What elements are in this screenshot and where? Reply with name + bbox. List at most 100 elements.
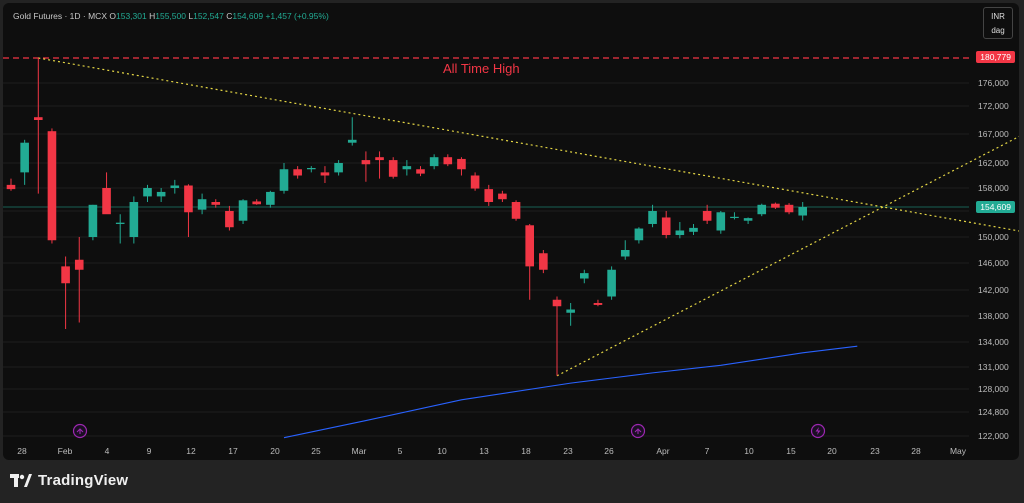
chart-panel[interactable]: 122,000 124,800 128,000 131,000 134,000 138,0… <box>3 3 1019 460</box>
x-axis-label: 12 <box>186 446 196 456</box>
y-axis-label: 131,000 <box>978 362 1009 372</box>
brand-name: TradingView <box>38 472 129 489</box>
x-axis-label: 18 <box>521 446 531 456</box>
candle-body[interactable] <box>552 299 562 307</box>
candle-body[interactable] <box>566 309 575 313</box>
y-axis-label: 124,800 <box>978 407 1009 417</box>
candle-body[interactable] <box>484 189 494 203</box>
candle-body[interactable] <box>225 210 234 228</box>
split-arrow-icon[interactable] <box>72 423 88 439</box>
candle-body[interactable] <box>129 202 139 237</box>
candle-body[interactable] <box>607 269 616 297</box>
candle-body[interactable] <box>784 204 794 213</box>
x-axis-label: Feb <box>58 446 73 456</box>
x-axis-label: 13 <box>479 446 489 456</box>
x-axis-label: 10 <box>437 446 447 456</box>
x-axis-label: 28 <box>911 446 921 456</box>
candle-body[interactable] <box>743 218 753 221</box>
y-axis-label: 138,000 <box>978 311 1009 321</box>
symbol-legend: Gold Futures · 1D · MCX O153,301 H155,50… <box>13 11 329 21</box>
candle-body[interactable] <box>334 163 343 173</box>
candle-body[interactable] <box>757 204 767 215</box>
price-chart[interactable]: 122,000 124,800 128,000 131,000 134,000 138,0… <box>3 3 1019 460</box>
candle-body[interactable] <box>197 199 207 210</box>
candle-body[interactable] <box>20 142 29 173</box>
tradingview-logo[interactable]: TradingView <box>10 472 128 489</box>
candle-body[interactable] <box>498 193 507 200</box>
candle-body[interactable] <box>771 203 780 208</box>
candle-body[interactable] <box>730 216 739 219</box>
candle-body[interactable] <box>457 158 466 170</box>
x-axis-label: 26 <box>604 446 614 456</box>
candle-body[interactable] <box>47 131 57 241</box>
candle-body[interactable] <box>252 201 261 205</box>
candle-body[interactable] <box>634 228 644 241</box>
candle-body[interactable] <box>211 202 221 205</box>
close-value: 154,609 <box>232 11 264 21</box>
candle-body[interactable] <box>6 184 16 190</box>
candle-body[interactable] <box>593 303 603 305</box>
candle-body[interactable] <box>702 210 712 221</box>
candle-body[interactable] <box>61 266 70 284</box>
candle-body[interactable] <box>580 273 589 279</box>
candle-body[interactable] <box>388 160 398 177</box>
y-axis-label: 142,000 <box>978 285 1009 295</box>
candle-body[interactable] <box>170 185 180 189</box>
candle-body[interactable] <box>102 188 111 215</box>
x-axis-label: 20 <box>827 446 837 456</box>
split-glyph <box>76 428 84 434</box>
candle-body[interactable] <box>266 191 275 205</box>
x-axis-label: 10 <box>744 446 754 456</box>
candle-body[interactable] <box>525 225 534 267</box>
candle-body[interactable] <box>375 157 384 161</box>
candle-body[interactable] <box>429 157 439 167</box>
candle-body[interactable] <box>443 157 453 165</box>
y-axis-label: 128,000 <box>978 384 1009 394</box>
high-label: H <box>149 11 156 21</box>
candle-body[interactable] <box>416 169 425 174</box>
candle-body[interactable] <box>34 117 43 120</box>
candle-body[interactable] <box>88 204 98 237</box>
candle-body[interactable] <box>279 169 289 191</box>
x-axis-label: 7 <box>705 446 710 456</box>
symbol-name[interactable]: Gold Futures · 1D · MCX <box>13 11 107 21</box>
candle-body[interactable] <box>320 172 330 176</box>
ath-price-tag: 180,779 <box>976 51 1015 63</box>
candle-body[interactable] <box>74 259 84 270</box>
open-label: O <box>109 11 116 21</box>
candle-body[interactable] <box>716 212 726 231</box>
candle-body[interactable] <box>675 230 685 236</box>
candle-body[interactable] <box>361 160 371 165</box>
candle-body[interactable] <box>539 253 548 270</box>
candle-body[interactable] <box>184 185 193 213</box>
candle-body[interactable] <box>143 188 152 197</box>
y-axis-label: 122,000 <box>978 431 1009 441</box>
candle-body[interactable] <box>661 217 671 236</box>
candle-body[interactable] <box>293 169 302 176</box>
candle-body[interactable] <box>402 166 412 170</box>
candle-body[interactable] <box>238 200 248 221</box>
low-value: 152,547 <box>193 11 224 21</box>
lightning-icon[interactable] <box>810 423 826 439</box>
currency-unit-button[interactable]: INR dag <box>983 7 1013 39</box>
x-axis-label: 25 <box>311 446 321 456</box>
candle-body[interactable] <box>470 175 480 189</box>
y-axis-label: 162,000 <box>978 158 1009 168</box>
y-axis-label: 158,000 <box>978 183 1009 193</box>
candle-body[interactable] <box>156 191 166 197</box>
candle-body[interactable] <box>620 250 630 257</box>
x-axis-label: 20 <box>270 446 280 456</box>
candle-body[interactable] <box>689 227 698 232</box>
moving-average-line[interactable] <box>283 345 858 439</box>
x-axis-label: 23 <box>870 446 880 456</box>
candle-body[interactable] <box>648 210 657 224</box>
candle-body[interactable] <box>511 202 521 219</box>
candle-body[interactable] <box>798 207 807 216</box>
unit-label: dag <box>991 26 1005 35</box>
candle-body[interactable] <box>347 139 357 143</box>
trend-line[interactable] <box>38 57 1019 234</box>
candle-body[interactable] <box>307 168 316 170</box>
candle-body[interactable] <box>115 222 125 224</box>
split-arrow-icon[interactable] <box>630 423 646 439</box>
